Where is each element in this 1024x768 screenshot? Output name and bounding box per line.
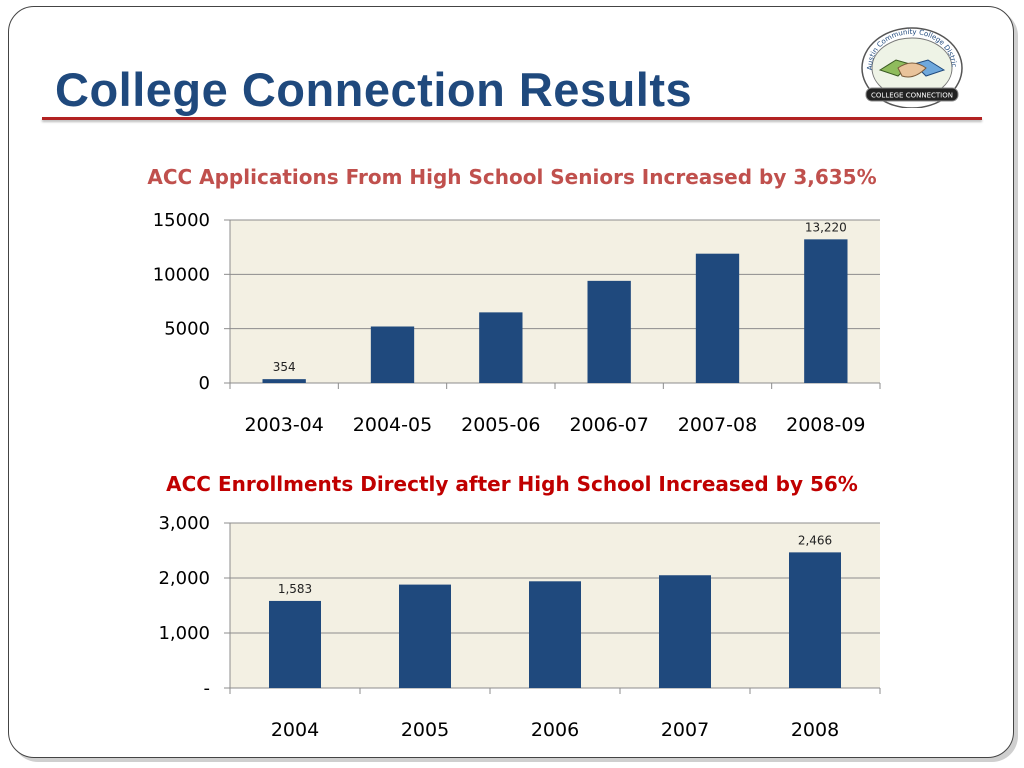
x-tick-label: 2008-09	[786, 414, 865, 436]
x-tick-label: 2004	[271, 719, 319, 741]
bar	[370, 326, 415, 383]
bar	[262, 379, 306, 383]
bar	[529, 581, 581, 688]
title-underline	[42, 117, 982, 120]
bar	[479, 312, 523, 383]
y-tick-label: 5000	[164, 319, 210, 340]
data-label: 13,220	[805, 220, 847, 234]
x-tick-label: 2003-04	[244, 414, 323, 436]
applications-bar-chart: 0 5000 10000 15000 354 2003-04 2004-05 2005-06 2…	[153, 210, 881, 436]
bar	[789, 552, 841, 688]
plot-area	[230, 220, 880, 383]
bar	[804, 239, 848, 383]
x-tick-label: 2007-08	[678, 414, 757, 436]
x-tick-label: 2008	[791, 719, 839, 741]
y-tick-label: -	[204, 678, 211, 699]
y-tick-label: 0	[199, 373, 210, 394]
applications-chart-title: ACC Applications From High School Senior…	[147, 165, 877, 189]
x-tick-label: 2007	[661, 719, 709, 741]
y-tick-label: 15000	[153, 210, 210, 231]
y-tick-label: 3,000	[158, 513, 210, 534]
x-tick-label: 2004-05	[353, 414, 432, 436]
college-connection-logo: Austin Community College District COLLEG…	[858, 24, 963, 108]
data-label: 2,466	[798, 533, 832, 547]
data-label: 354	[273, 360, 296, 374]
bar	[695, 253, 740, 383]
x-tick-label: 2005-06	[461, 414, 540, 436]
y-tick-label: 1,000	[158, 623, 210, 644]
enrollments-chart-title: ACC Enrollments Directly after High Scho…	[166, 472, 858, 496]
bar	[587, 280, 631, 383]
x-tick-label: 2006	[531, 719, 579, 741]
bar	[269, 600, 321, 688]
data-label: 1,583	[278, 582, 312, 596]
bar	[399, 584, 451, 688]
y-tick-label: 2,000	[158, 568, 210, 589]
y-tick-label: 10000	[153, 264, 210, 285]
x-tick-label: 2005	[401, 719, 449, 741]
handshake-icon	[878, 59, 946, 78]
page-title: College Connection Results	[55, 63, 693, 116]
x-tick-label: 2006-07	[569, 414, 648, 436]
enrollments-bar-chart: - 1,000 2,000 3,000 1,583 2004 2005 2006 2007 2,4…	[158, 513, 881, 741]
logo-banner-text: COLLEGE CONNECTION	[871, 92, 953, 100]
bar	[659, 575, 711, 688]
